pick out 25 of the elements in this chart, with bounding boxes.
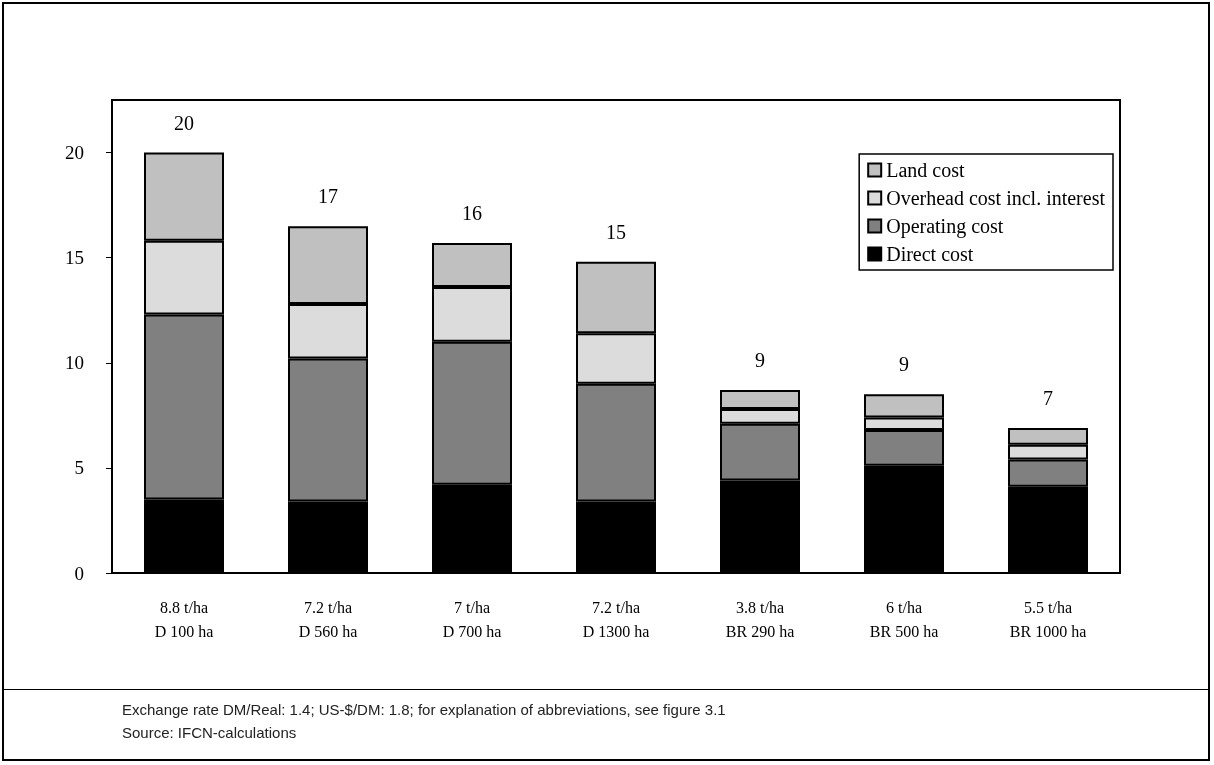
x-tick-label: 6 t/ha BR 500 ha <box>869 598 939 640</box>
legend-label: Direct cost <box>886 243 974 265</box>
total-label: 17 <box>318 185 338 208</box>
x-tick-label: 3.8 t/ha BR 290 ha <box>725 598 795 640</box>
y-tick-label: 0 <box>74 562 84 584</box>
total-label: 20 <box>174 111 194 134</box>
x-tick-label: 7.2 t/ha D 1300 ha <box>582 598 650 640</box>
total-label: 16 <box>462 201 482 224</box>
legend-label: Land cost <box>886 159 965 181</box>
total-label: 15 <box>606 220 626 243</box>
legend-label: Operating cost <box>886 215 1004 238</box>
x-tick-label: 7 t/ha D 700 ha <box>442 598 502 640</box>
x-tick-label: 8.8 t/ha D 100 ha <box>154 598 214 640</box>
text: Exchange rate DM/Real: 1.4; US-$/DM: 1.8; for explanation of abbreviations, see figure 3.1 <box>122 700 727 720</box>
total-label: 9 <box>755 349 765 372</box>
x-tick-label: 7.2 t/ha D 560 ha <box>298 598 358 640</box>
source-note: Source: IFCN-calculations <box>122 723 298 743</box>
y-tick-label: 20 <box>65 142 84 164</box>
total-label: 7 <box>1043 386 1053 409</box>
x-tick-label: 5.5 t/ha BR 1000 ha <box>1009 598 1087 640</box>
legend-label: Overhead cost incl. interest <box>886 187 1106 209</box>
y-tick-label: 15 <box>65 247 84 269</box>
y-tick-label: 10 <box>65 352 84 374</box>
total-label: 9 <box>899 353 909 376</box>
y-tick-label: 5 <box>74 457 84 479</box>
